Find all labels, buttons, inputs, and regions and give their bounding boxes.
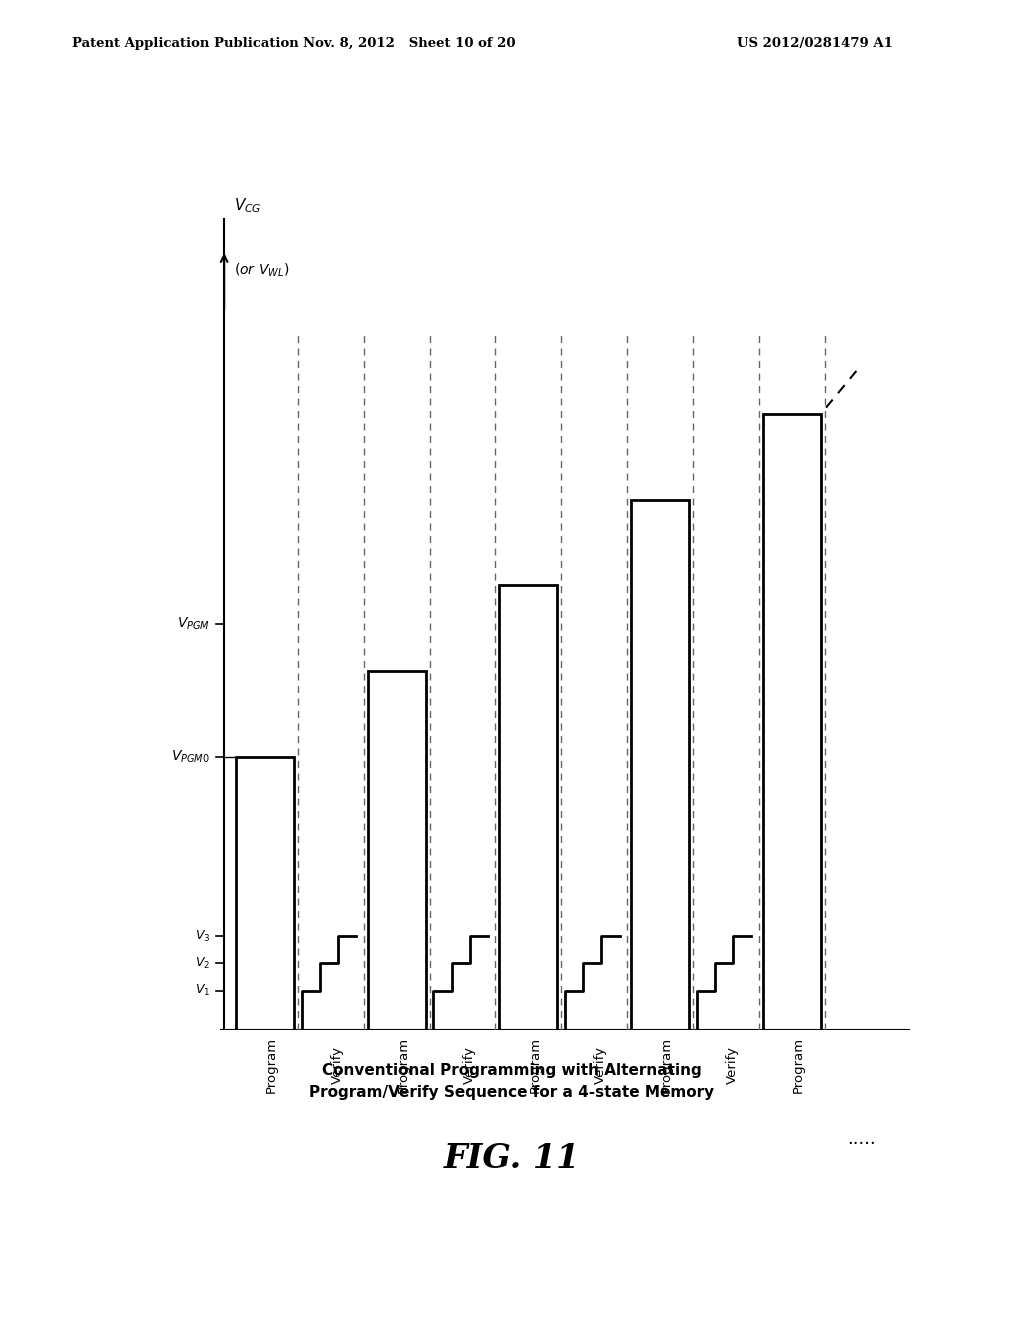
- Bar: [368, 671, 426, 1030]
- Text: Conventional Programming with Alternating: Conventional Programming with Alternatin…: [323, 1063, 701, 1077]
- Text: $V_2$: $V_2$: [195, 956, 210, 972]
- Text: Program: Program: [792, 1036, 805, 1093]
- Text: $V_{PGM}$: $V_{PGM}$: [177, 616, 210, 632]
- Text: Nov. 8, 2012   Sheet 10 of 20: Nov. 8, 2012 Sheet 10 of 20: [303, 37, 516, 50]
- Text: US 2012/0281479 A1: US 2012/0281479 A1: [737, 37, 893, 50]
- Text: Program: Program: [265, 1036, 278, 1093]
- Text: Program: Program: [396, 1036, 410, 1093]
- Bar: [631, 499, 689, 1030]
- Bar: [500, 585, 557, 1030]
- Text: Patent Application Publication: Patent Application Publication: [72, 37, 298, 50]
- Text: FIG. 11: FIG. 11: [443, 1142, 581, 1175]
- Text: Program: Program: [528, 1036, 542, 1093]
- Text: Program/Verify Sequence for a 4-state Memory: Program/Verify Sequence for a 4-state Me…: [309, 1085, 715, 1100]
- Text: Verify: Verify: [463, 1045, 475, 1084]
- Text: .....: .....: [847, 1130, 876, 1147]
- Text: Program: Program: [660, 1036, 673, 1093]
- Text: Verify: Verify: [594, 1045, 607, 1084]
- Bar: [763, 414, 821, 1030]
- Text: $V_1$: $V_1$: [195, 983, 210, 998]
- Text: $V_{CG}$: $V_{CG}$: [233, 197, 261, 215]
- Text: Verify: Verify: [726, 1045, 739, 1084]
- Text: $(or\ V_{WL})$: $(or\ V_{WL})$: [233, 261, 289, 280]
- Bar: [236, 756, 294, 1030]
- Text: Verify: Verify: [331, 1045, 344, 1084]
- Text: $V_3$: $V_3$: [195, 928, 210, 944]
- Text: $V_{PGM0}$: $V_{PGM0}$: [171, 748, 210, 766]
